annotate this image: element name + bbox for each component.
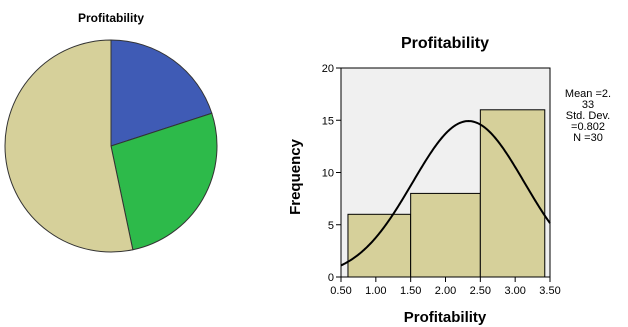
pie-slices [4,39,218,253]
x-tick-label: 2.50 [470,285,491,297]
x-tick-label: 3.00 [504,285,525,297]
stats-line: Std. Dev. [566,110,610,122]
histogram-bar-2 [410,192,481,278]
histogram-title: Profitability [401,35,489,52]
pie-slice-1 [110,39,213,147]
y-axis: 0 5 10 15 20 [322,63,342,284]
stats-line: Mean =2. [565,88,611,100]
y-tick-label: 20 [322,63,334,75]
y-tick-label: 0 [328,272,334,284]
y-tick-label: 5 [328,220,334,232]
y-axis-label: Frequency [287,138,304,215]
pie-slice-2 [110,112,218,251]
x-tick-label: 1.50 [400,285,421,297]
x-tick-label: 1.00 [365,285,386,297]
histogram-bar-1 [347,213,412,278]
stats-line: N =30 [573,132,603,144]
x-axis-label: Profitability [404,309,487,326]
stats-line: 33 [582,99,594,111]
x-axis: 0.50 1.00 1.50 2.00 2.50 3.00 3.50 [330,277,561,297]
y-tick-label: 10 [322,168,334,180]
normal-curve [340,120,551,267]
x-tick-label: 2.00 [435,285,456,297]
x-tick-label: 0.50 [330,285,351,297]
histogram-bars [347,109,546,278]
stats-line: =0.802 [571,121,605,133]
pie-slice-3 [4,39,134,253]
x-tick-label: 3.50 [539,285,560,297]
y-tick-label: 15 [322,115,334,127]
histogram-bar-3 [479,109,546,278]
pie-chart-title: Profitability [78,11,144,25]
